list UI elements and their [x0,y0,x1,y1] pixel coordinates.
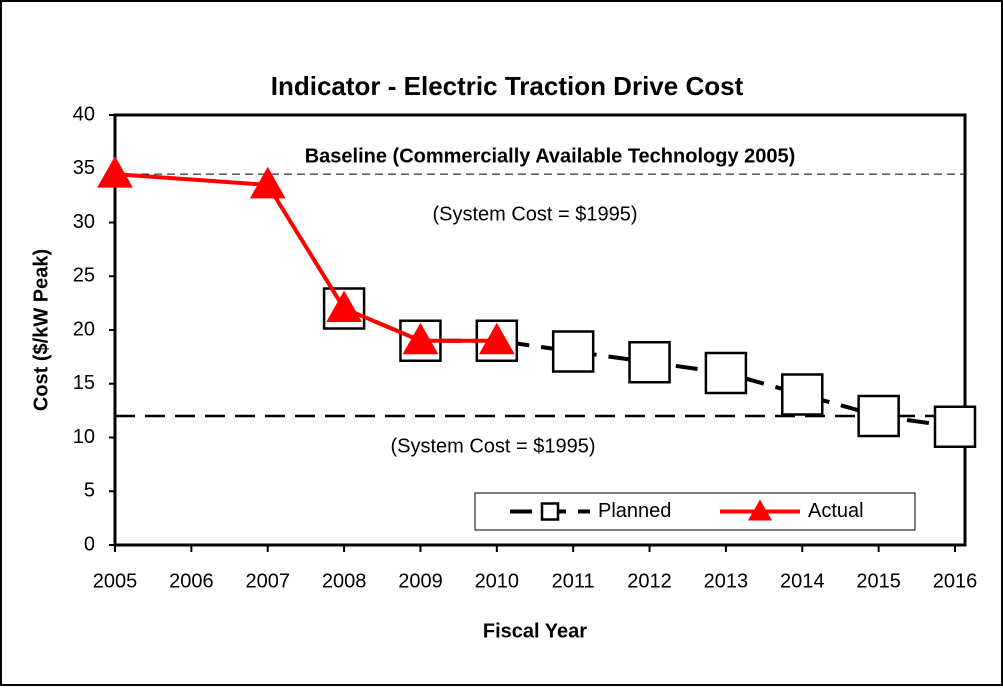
x-tick-label: 2009 [398,570,443,592]
marker [551,330,595,373]
marker [781,373,824,416]
marker [402,322,439,355]
x-tick-label: 2007 [245,570,290,592]
x-tick-label: 2014 [780,570,825,592]
x-tick-label: 2013 [704,570,749,592]
marker [933,405,977,448]
y-tick-label: 20 [73,318,95,340]
legend-marker [748,499,772,521]
legend-label: Planned [598,500,671,522]
legend-marker [540,502,560,521]
y-axis-label: Cost ($/kW Peak) [30,249,52,411]
marker [857,394,900,438]
legend-label: Actual [808,500,864,522]
x-tick-label: 2005 [93,570,138,592]
y-tick-label: 5 [84,480,95,502]
x-tick-label: 2016 [933,570,978,592]
x-axis-label: Fiscal Year [483,620,587,642]
x-tick-label: 2010 [475,570,520,592]
x-tick-label: 2008 [322,570,367,592]
y-tick-label: 40 [73,103,95,125]
x-tick-label: 2011 [552,570,595,592]
annotation: (System Cost = $1995) [432,203,637,225]
x-tick-label: 2006 [169,570,214,592]
x-tick-label: 2015 [856,570,901,592]
marker [97,156,133,188]
marker [326,290,362,322]
y-tick-label: 35 [73,157,95,179]
marker [249,166,286,199]
y-tick-label: 30 [73,211,95,233]
chart-title: Indicator - Electric Traction Drive Cost [271,71,744,101]
x-tick-label: 2012 [627,570,672,592]
y-tick-label: 10 [73,426,95,448]
annotation: (System Cost = $1995) [390,435,595,457]
marker [628,341,671,384]
marker [478,322,515,355]
marker [704,351,748,395]
y-tick-label: 25 [73,265,95,287]
y-tick-label: 15 [73,372,95,394]
annotation: Baseline (Commercially Available Technol… [305,145,796,167]
y-tick-label: 0 [84,533,95,555]
